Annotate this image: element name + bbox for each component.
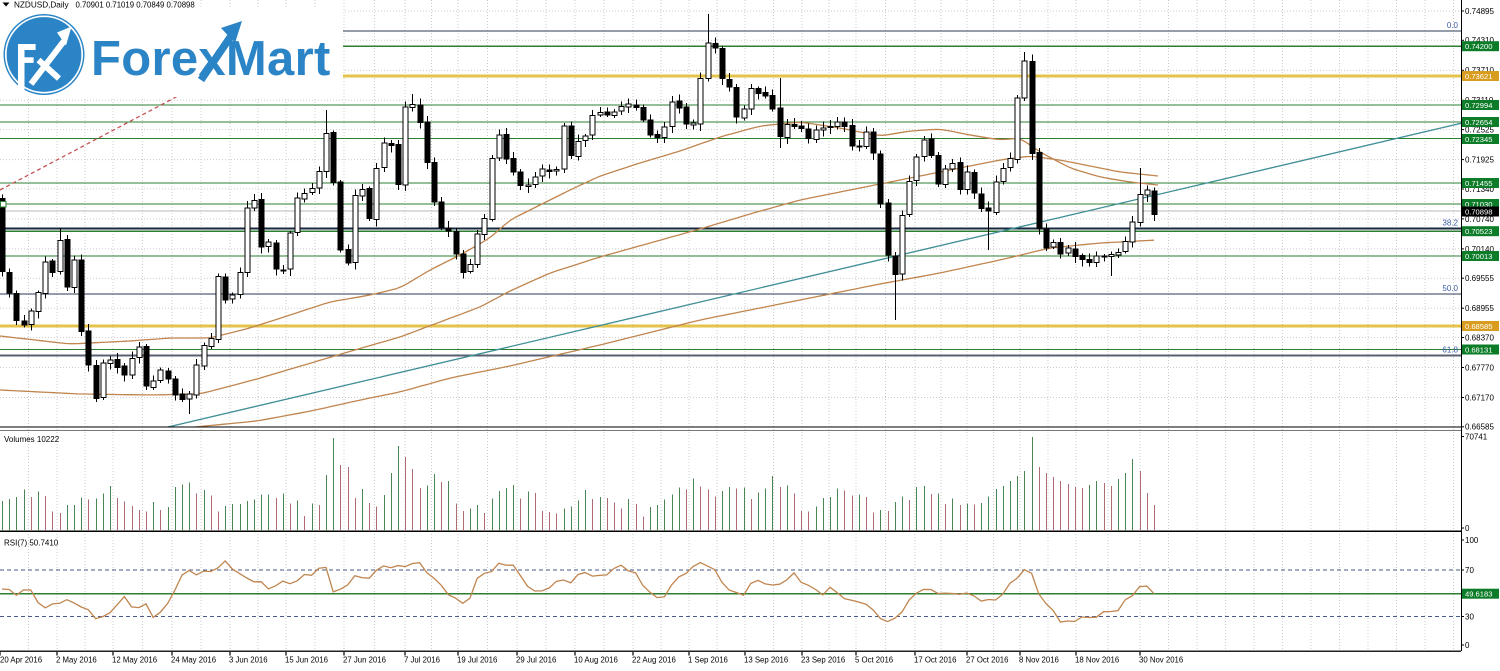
svg-text:Volumes 10222: Volumes 10222	[4, 435, 60, 444]
svg-text:0.71925: 0.71925	[1465, 156, 1494, 165]
svg-text:0.68370: 0.68370	[1465, 333, 1494, 342]
svg-text:0.73710: 0.73710	[1465, 66, 1494, 75]
svg-text:NZDUSD,Daily: NZDUSD,Daily	[14, 1, 69, 10]
svg-text:0.70140: 0.70140	[1465, 245, 1494, 254]
svg-text:0.72525: 0.72525	[1465, 126, 1494, 135]
svg-text:RSI(7) 50.7410: RSI(7) 50.7410	[4, 539, 59, 548]
svg-text:0.71030: 0.71030	[1465, 200, 1492, 209]
svg-text:19 Jul 2016: 19 Jul 2016	[457, 656, 497, 665]
svg-text:3 Jun 2016: 3 Jun 2016	[229, 656, 268, 665]
svg-text:7 Jul 2016: 7 Jul 2016	[404, 656, 440, 665]
svg-text:0: 0	[1465, 641, 1470, 650]
svg-text:0.72654: 0.72654	[1465, 118, 1492, 127]
svg-text:20 Apr 2016: 20 Apr 2016	[0, 656, 42, 665]
svg-text:12 May 2016: 12 May 2016	[112, 656, 157, 665]
svg-text:70: 70	[1465, 566, 1474, 575]
svg-text:8 Nov 2016: 8 Nov 2016	[1019, 656, 1059, 665]
svg-text:0.74310: 0.74310	[1465, 36, 1494, 45]
svg-text:0.68131: 0.68131	[1465, 345, 1492, 354]
svg-text:49.6183: 49.6183	[1465, 590, 1492, 599]
svg-text:0.67770: 0.67770	[1465, 363, 1494, 372]
svg-text:38.2: 38.2	[1442, 219, 1458, 228]
svg-text:100: 100	[1465, 536, 1479, 545]
svg-text:1 Sep 2016: 1 Sep 2016	[688, 656, 728, 665]
svg-text:ForexMart: ForexMart	[91, 32, 331, 86]
svg-text:0.71340: 0.71340	[1465, 185, 1494, 194]
svg-text:0.70740: 0.70740	[1465, 215, 1494, 224]
svg-text:61.8: 61.8	[1442, 346, 1458, 355]
svg-text:0.73621: 0.73621	[1465, 72, 1492, 81]
svg-text:0.68955: 0.68955	[1465, 304, 1494, 313]
svg-text:18 Nov 2016: 18 Nov 2016	[1075, 656, 1119, 665]
svg-text:0.70898: 0.70898	[1465, 207, 1492, 216]
svg-text:0.71455: 0.71455	[1465, 179, 1492, 188]
svg-text:30 Nov 2016: 30 Nov 2016	[1139, 656, 1183, 665]
svg-text:17 Oct 2016: 17 Oct 2016	[914, 656, 956, 665]
svg-text:0.74200: 0.74200	[1465, 42, 1492, 51]
svg-text:0.74895: 0.74895	[1465, 7, 1494, 16]
svg-text:5 Oct 2016: 5 Oct 2016	[855, 656, 893, 665]
svg-text:0.72345: 0.72345	[1465, 135, 1492, 144]
svg-text:27 Jun 2016: 27 Jun 2016	[343, 656, 386, 665]
svg-text:0.70013: 0.70013	[1465, 252, 1492, 261]
svg-text:0.72994: 0.72994	[1465, 101, 1492, 110]
svg-text:0: 0	[1465, 524, 1470, 533]
svg-text:0.70901 0.71019 0.70849 0.7089: 0.70901 0.71019 0.70849 0.70898	[76, 1, 195, 10]
svg-text:27 Oct 2016: 27 Oct 2016	[966, 656, 1008, 665]
svg-text:10 Aug 2016: 10 Aug 2016	[574, 656, 618, 665]
svg-text:0.69555: 0.69555	[1465, 274, 1494, 283]
svg-text:30: 30	[1465, 612, 1474, 621]
svg-text:0.67170: 0.67170	[1465, 393, 1494, 402]
svg-text:23 Sep 2016: 23 Sep 2016	[801, 656, 845, 665]
svg-text:22 Aug 2016: 22 Aug 2016	[632, 656, 676, 665]
svg-text:50.0: 50.0	[1442, 284, 1458, 293]
svg-text:29 Jul 2016: 29 Jul 2016	[516, 656, 556, 665]
svg-text:2 May 2016: 2 May 2016	[56, 656, 97, 665]
svg-text:13 Sep 2016: 13 Sep 2016	[744, 656, 788, 665]
svg-text:0.66585: 0.66585	[1465, 423, 1494, 432]
svg-text:24 May 2016: 24 May 2016	[171, 656, 216, 665]
svg-text:0.0: 0.0	[1447, 21, 1459, 30]
svg-text:15 Jun 2016: 15 Jun 2016	[285, 656, 328, 665]
svg-text:70741: 70741	[1465, 432, 1488, 441]
svg-text:0.70523: 0.70523	[1465, 227, 1492, 236]
svg-text:0.68585: 0.68585	[1465, 322, 1492, 331]
